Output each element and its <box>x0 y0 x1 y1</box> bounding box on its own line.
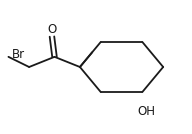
Text: Br: Br <box>12 48 25 61</box>
Text: O: O <box>47 23 57 36</box>
Text: OH: OH <box>138 105 156 118</box>
